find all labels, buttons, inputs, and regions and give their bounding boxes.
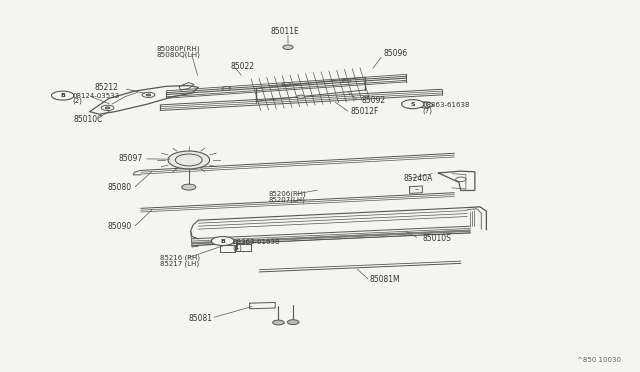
Text: 85092: 85092 [362, 96, 386, 105]
Text: 85096: 85096 [384, 49, 408, 58]
Ellipse shape [401, 100, 424, 109]
Ellipse shape [106, 107, 110, 109]
Ellipse shape [283, 45, 293, 49]
Text: 85012F: 85012F [351, 107, 379, 116]
Text: (4): (4) [232, 244, 242, 251]
Ellipse shape [297, 95, 305, 98]
Text: 08363-61638: 08363-61638 [422, 102, 470, 108]
Text: 85081M: 85081M [370, 275, 401, 284]
Text: 85097: 85097 [118, 154, 143, 163]
Text: 08124-03533: 08124-03533 [72, 93, 120, 99]
Text: 85022: 85022 [230, 62, 254, 71]
Text: 85080P(RH): 85080P(RH) [157, 45, 200, 52]
Text: B: B [60, 93, 65, 98]
Text: 85080Q(LH): 85080Q(LH) [157, 51, 201, 58]
Ellipse shape [51, 91, 74, 100]
Text: 85081: 85081 [189, 314, 212, 323]
Text: 85011E: 85011E [271, 27, 299, 36]
Text: B: B [220, 238, 225, 244]
Text: (7): (7) [422, 107, 433, 114]
Text: 85240A: 85240A [403, 174, 433, 183]
Ellipse shape [147, 94, 151, 96]
Text: S: S [410, 102, 415, 107]
Text: 85206(RH): 85206(RH) [269, 190, 307, 197]
Text: 85212: 85212 [95, 83, 118, 92]
Text: 85216 (RH): 85216 (RH) [160, 254, 200, 261]
Ellipse shape [211, 237, 234, 246]
Text: 85090: 85090 [108, 222, 132, 231]
Ellipse shape [168, 151, 210, 169]
Ellipse shape [287, 320, 299, 324]
Text: ^850 10030: ^850 10030 [577, 357, 621, 363]
Text: 85010S: 85010S [422, 234, 451, 243]
Ellipse shape [419, 102, 433, 108]
Text: 85080: 85080 [108, 183, 132, 192]
Ellipse shape [182, 184, 196, 190]
Ellipse shape [273, 320, 284, 325]
Text: 08363-61638: 08363-61638 [232, 239, 280, 245]
Text: (2): (2) [72, 97, 82, 104]
Text: 85207(LH): 85207(LH) [269, 197, 306, 203]
Text: 85010C: 85010C [74, 115, 103, 124]
Text: 85217 (LH): 85217 (LH) [160, 261, 199, 267]
